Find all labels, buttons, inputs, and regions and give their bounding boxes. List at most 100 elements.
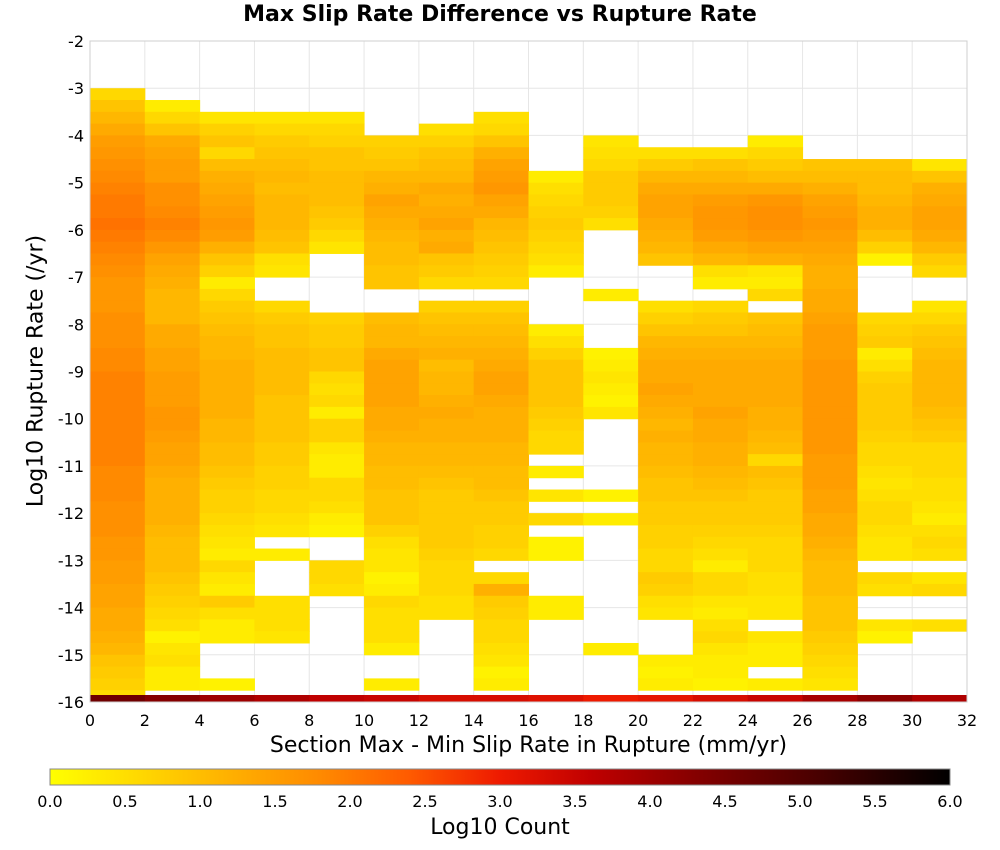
heatmap-cell <box>199 583 255 597</box>
heatmap-cell <box>912 477 968 491</box>
heatmap-cell <box>802 642 858 656</box>
heatmap-cell <box>90 371 146 384</box>
heatmap-cell <box>418 218 475 231</box>
heatmap-cell <box>912 513 968 526</box>
heatmap-cell <box>692 159 749 172</box>
heatmap-cell <box>473 678 529 691</box>
heatmap-cell <box>90 277 146 290</box>
heatmap-cell <box>638 406 694 420</box>
heatmap-cell <box>90 229 146 243</box>
heatmap-cell <box>364 359 420 372</box>
heatmap-cell <box>912 229 968 243</box>
y-tick-label: -2 <box>68 32 84 51</box>
heatmap-cell <box>473 395 529 408</box>
heatmap-cell <box>638 477 694 491</box>
heatmap-cell <box>857 430 913 443</box>
heatmap-cell <box>199 359 255 372</box>
heatmap-cell <box>528 371 584 384</box>
heatmap-cell <box>254 489 310 502</box>
heatmap-cell <box>638 312 694 325</box>
x-tick-label: 30 <box>902 711 922 730</box>
heatmap-cell <box>857 442 913 455</box>
heatmap-cell <box>473 631 529 644</box>
heatmap-cell <box>802 477 858 491</box>
heatmap-cell <box>254 159 310 172</box>
heatmap-cell <box>144 607 201 620</box>
heatmap-cell <box>418 430 475 443</box>
heatmap-cell <box>364 548 420 561</box>
heatmap-cell <box>199 147 255 160</box>
heatmap-cell <box>857 336 913 349</box>
heatmap-cell <box>473 182 529 195</box>
heatmap-cell <box>199 395 255 408</box>
heatmap-cell <box>199 371 255 384</box>
heatmap-cell <box>747 359 804 372</box>
heatmap-cell <box>254 619 310 632</box>
heatmap-cell <box>692 513 749 526</box>
heatmap-cell <box>747 395 804 408</box>
heatmap-cell <box>199 159 255 172</box>
heatmap-cell <box>912 347 968 361</box>
heatmap-cell <box>692 265 749 278</box>
heatmap-cell <box>692 642 749 656</box>
heatmap-cell <box>144 560 201 573</box>
heatmap-cell <box>254 477 310 491</box>
heatmap-cell <box>747 654 804 668</box>
heatmap-cell <box>144 454 201 467</box>
heatmap-cell <box>364 442 420 455</box>
heatmap-cell <box>583 371 639 384</box>
heatmap-cell <box>802 489 858 502</box>
x-tick-label: 10 <box>354 711 374 730</box>
heatmap-cell <box>473 642 529 656</box>
heatmap-cell <box>473 170 529 184</box>
heatmap-cell <box>309 465 365 479</box>
heatmap-cell <box>857 383 913 396</box>
heatmap-cell <box>473 324 529 337</box>
heatmap-cell <box>802 359 858 372</box>
x-tick-label: 6 <box>249 711 259 730</box>
heatmap-cell <box>473 336 529 349</box>
heatmap-cell <box>254 418 310 432</box>
heatmap-cell <box>418 147 475 160</box>
heatmap-cell <box>528 695 584 702</box>
heatmap-cell <box>418 123 475 136</box>
heatmap-cell <box>802 406 858 420</box>
heatmap-cell <box>90 253 146 266</box>
heatmap-cell <box>473 359 529 372</box>
heatmap-cell <box>144 631 201 644</box>
x-tick-label: 16 <box>518 711 538 730</box>
heatmap-cell <box>144 465 201 479</box>
heatmap-cell <box>90 454 146 467</box>
y-tick-label: -12 <box>58 504 84 523</box>
heatmap-cell <box>802 383 858 396</box>
y-tick-label: -13 <box>58 551 84 570</box>
heatmap-cell <box>90 619 146 632</box>
heatmap-cell <box>254 695 310 702</box>
heatmap-cell <box>90 383 146 396</box>
heatmap-cell <box>857 324 913 337</box>
heatmap-cell <box>857 218 913 231</box>
heatmap-cell <box>692 619 749 632</box>
x-tick-label: 4 <box>195 711 205 730</box>
heatmap-cell <box>418 159 475 172</box>
heatmap-cell <box>418 513 475 526</box>
heatmap-cell <box>418 418 475 432</box>
heatmap-cell <box>857 418 913 432</box>
heatmap-cell <box>857 513 913 526</box>
heatmap-cell <box>309 524 365 538</box>
heatmap-cell <box>90 159 146 172</box>
heatmap-cell <box>364 465 420 479</box>
heatmap-cell <box>747 513 804 526</box>
heatmap-cell <box>692 253 749 266</box>
heatmap-cell <box>199 607 255 620</box>
heatmap-cell <box>802 277 858 290</box>
heatmap-cell <box>90 265 146 278</box>
heatmap-cell <box>747 678 804 691</box>
heatmap-cell <box>309 695 365 702</box>
heatmap-cell <box>309 135 365 148</box>
heatmap-cell <box>473 111 529 125</box>
heatmap-cell <box>638 418 694 432</box>
heatmap-cell <box>364 170 420 184</box>
heatmap-cell <box>583 347 639 361</box>
heatmap-cell <box>473 241 529 254</box>
